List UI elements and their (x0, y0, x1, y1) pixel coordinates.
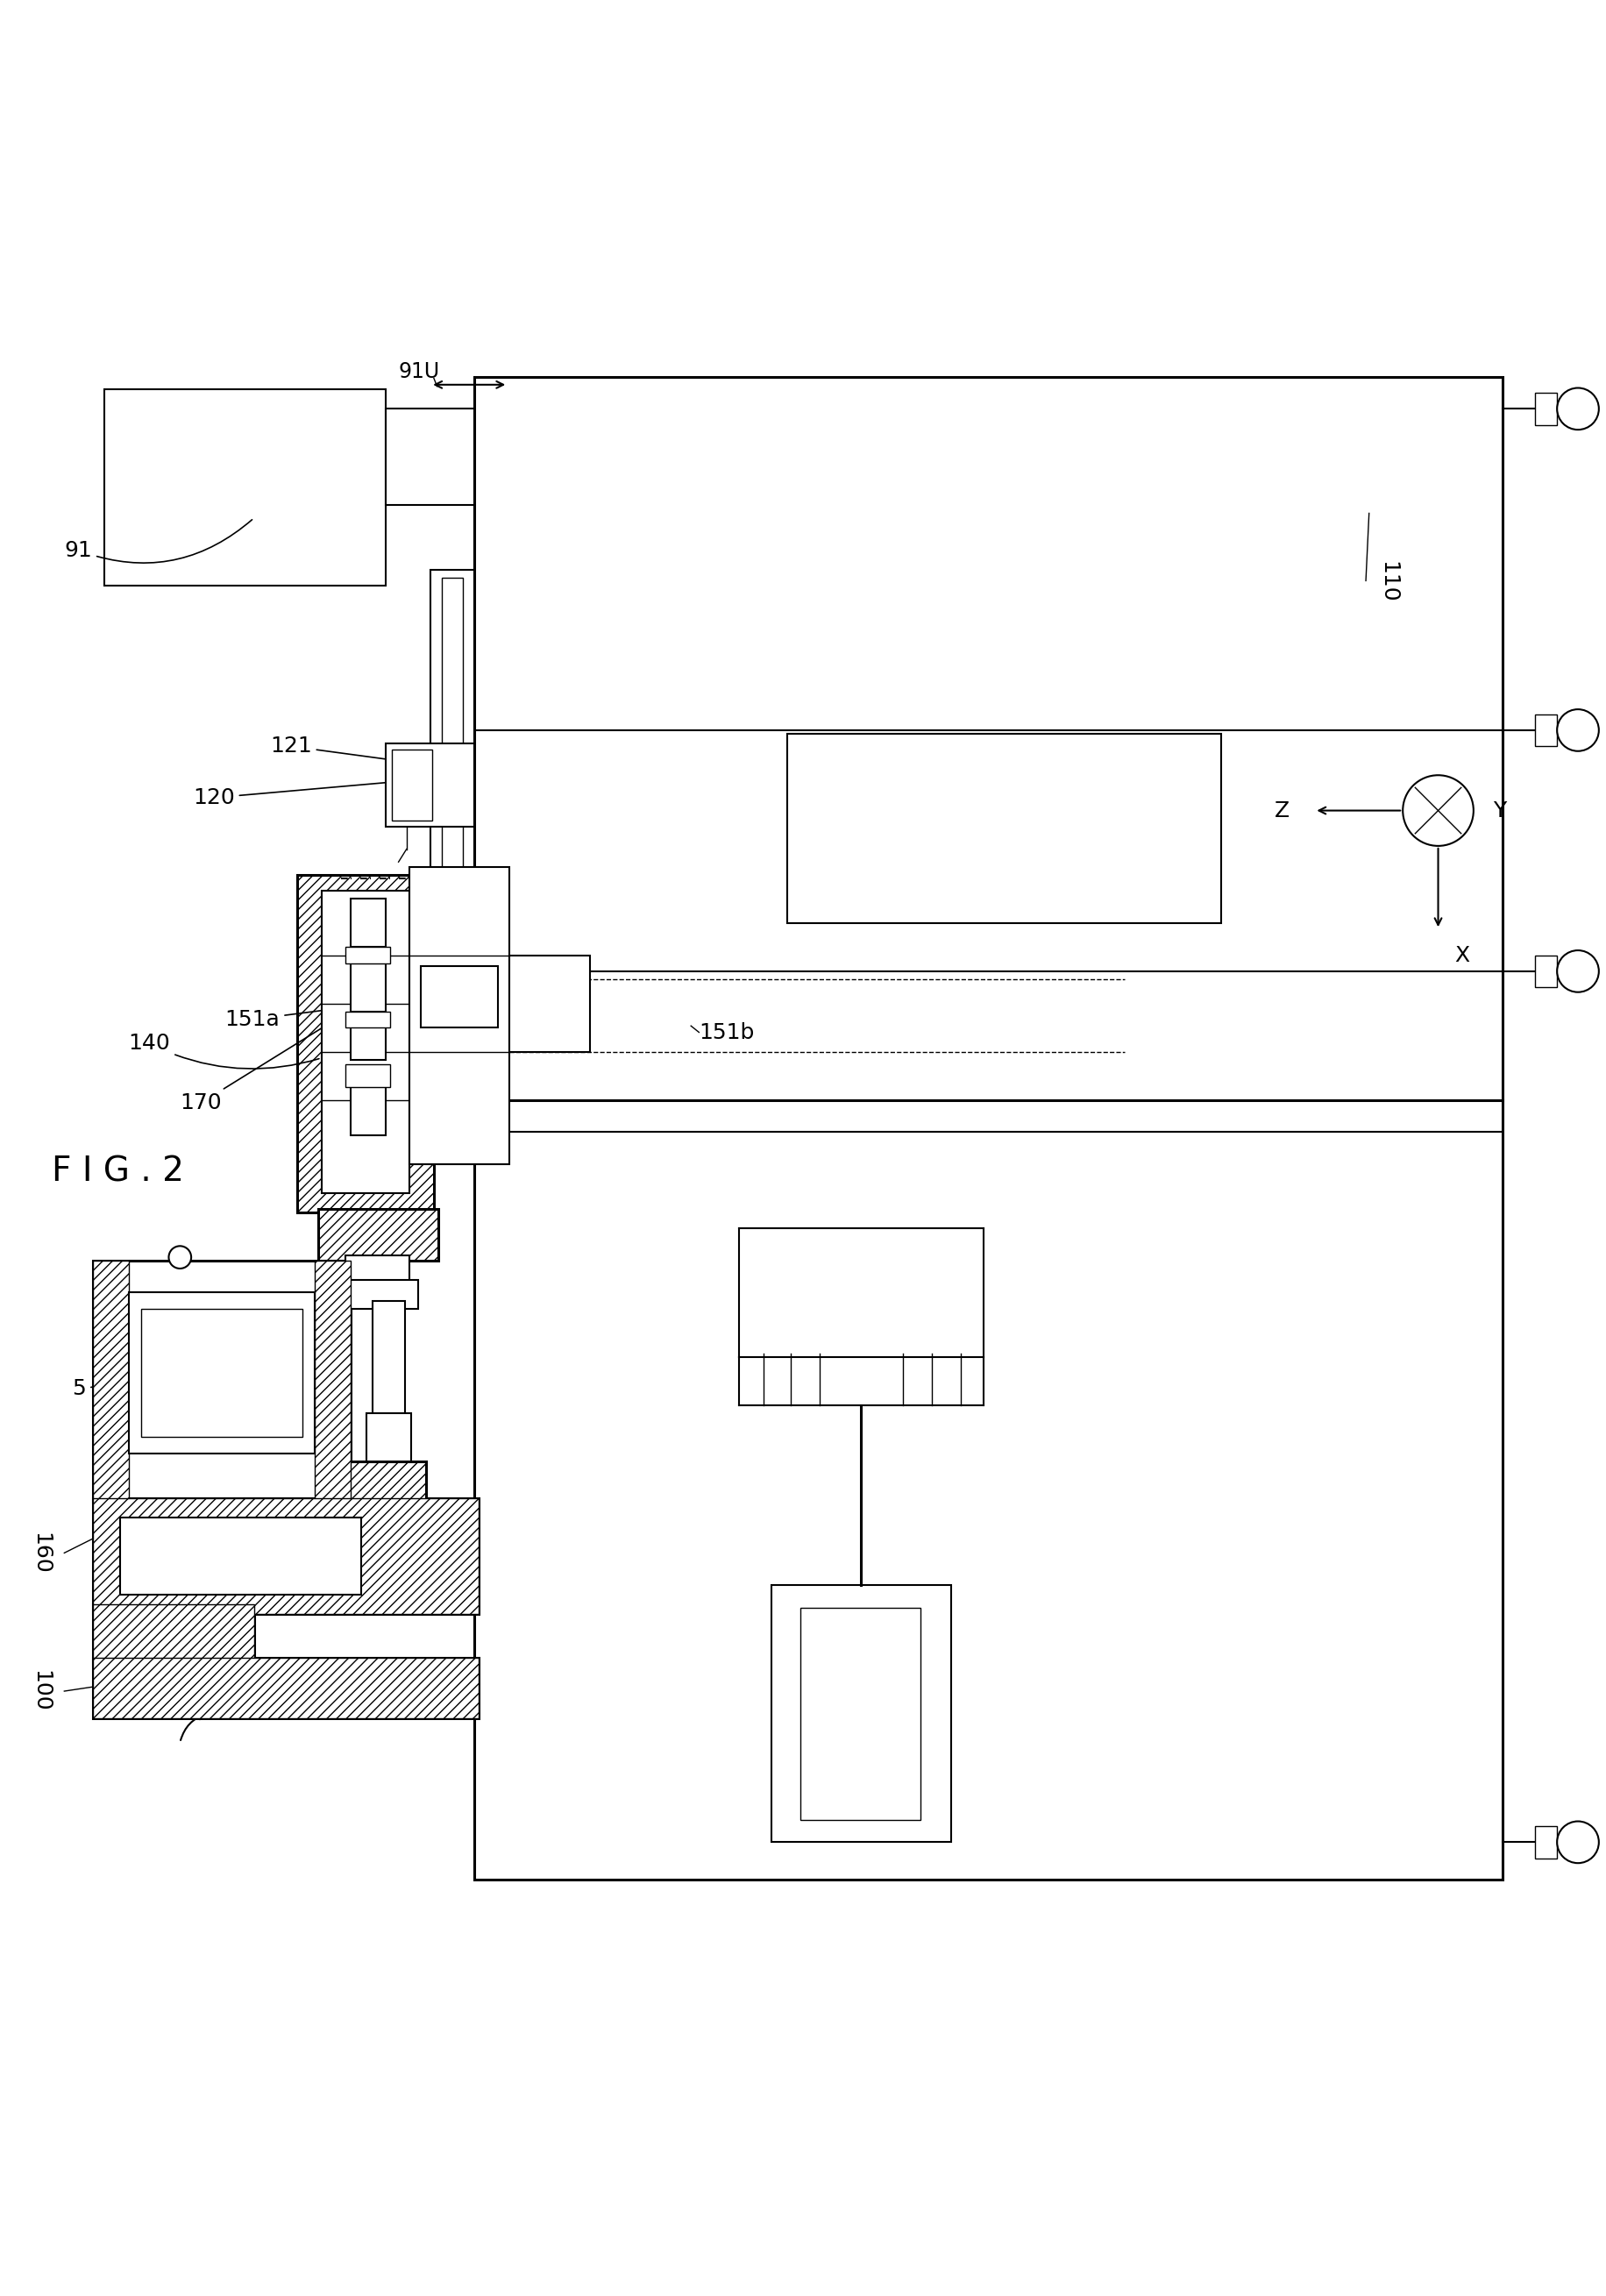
Circle shape (1556, 1821, 1598, 1862)
Bar (771, 1584, 951, 1841)
Bar (350, 964, 385, 1013)
Text: 120: 120 (193, 776, 429, 808)
Circle shape (1402, 776, 1473, 845)
Text: 150: 150 (405, 1063, 446, 1084)
Bar (93, 1658, 479, 1717)
Text: Y: Y (1492, 799, 1505, 822)
Bar (345, 948, 390, 964)
Bar (430, 569, 474, 955)
Text: 160: 160 (29, 1531, 51, 1573)
Text: 151b: 151b (699, 1022, 755, 1042)
Bar (350, 1086, 385, 1134)
Text: 5: 5 (72, 1373, 183, 1401)
Bar (509, 955, 589, 1052)
Bar (1534, 393, 1556, 425)
Text: 140: 140 (128, 1033, 320, 1068)
Bar (392, 748, 432, 820)
Bar (350, 900, 385, 948)
Bar (315, 1261, 350, 1502)
Bar (93, 1261, 350, 1502)
Text: 100: 100 (29, 1669, 51, 1713)
Bar (373, 1300, 405, 1421)
Text: 91: 91 (64, 519, 252, 563)
Text: X: X (1453, 944, 1468, 967)
Text: 170: 170 (180, 1006, 360, 1114)
Text: F I G . 2: F I G . 2 (51, 1155, 183, 1189)
Text: 110: 110 (1376, 563, 1397, 604)
Bar (345, 1256, 410, 1283)
Text: 121: 121 (270, 735, 406, 762)
Bar (787, 732, 1221, 923)
Bar (385, 744, 474, 827)
Bar (321, 891, 410, 1194)
Bar (297, 875, 434, 1212)
Bar (345, 1013, 390, 1029)
Bar (1534, 955, 1556, 987)
Bar (141, 1309, 302, 1437)
Bar (385, 409, 474, 505)
Bar (800, 1607, 920, 1821)
Bar (93, 1261, 128, 1502)
Bar (93, 1499, 479, 1614)
Bar (93, 1658, 479, 1717)
Bar (442, 579, 463, 948)
Text: 91U: 91U (398, 360, 440, 383)
Text: 151a: 151a (225, 999, 411, 1031)
Bar (350, 1019, 385, 1061)
Bar (345, 1460, 426, 1502)
Bar (93, 1605, 254, 1665)
Bar (104, 390, 385, 585)
Bar (1534, 714, 1556, 746)
Bar (366, 1412, 411, 1469)
Bar (120, 1518, 361, 1596)
Bar (318, 1210, 438, 1261)
Circle shape (1556, 388, 1598, 429)
Bar (345, 1065, 390, 1086)
Circle shape (1556, 709, 1598, 751)
Bar (337, 1279, 418, 1309)
Bar (1534, 1825, 1556, 1857)
Bar (93, 1499, 479, 1614)
Bar (128, 1293, 315, 1453)
Bar (474, 377, 1502, 1878)
Circle shape (169, 1247, 191, 1267)
Text: Z: Z (1274, 799, 1290, 822)
Bar (410, 868, 509, 1164)
Circle shape (1556, 951, 1598, 992)
Bar (93, 1605, 254, 1665)
Bar (421, 967, 498, 1029)
